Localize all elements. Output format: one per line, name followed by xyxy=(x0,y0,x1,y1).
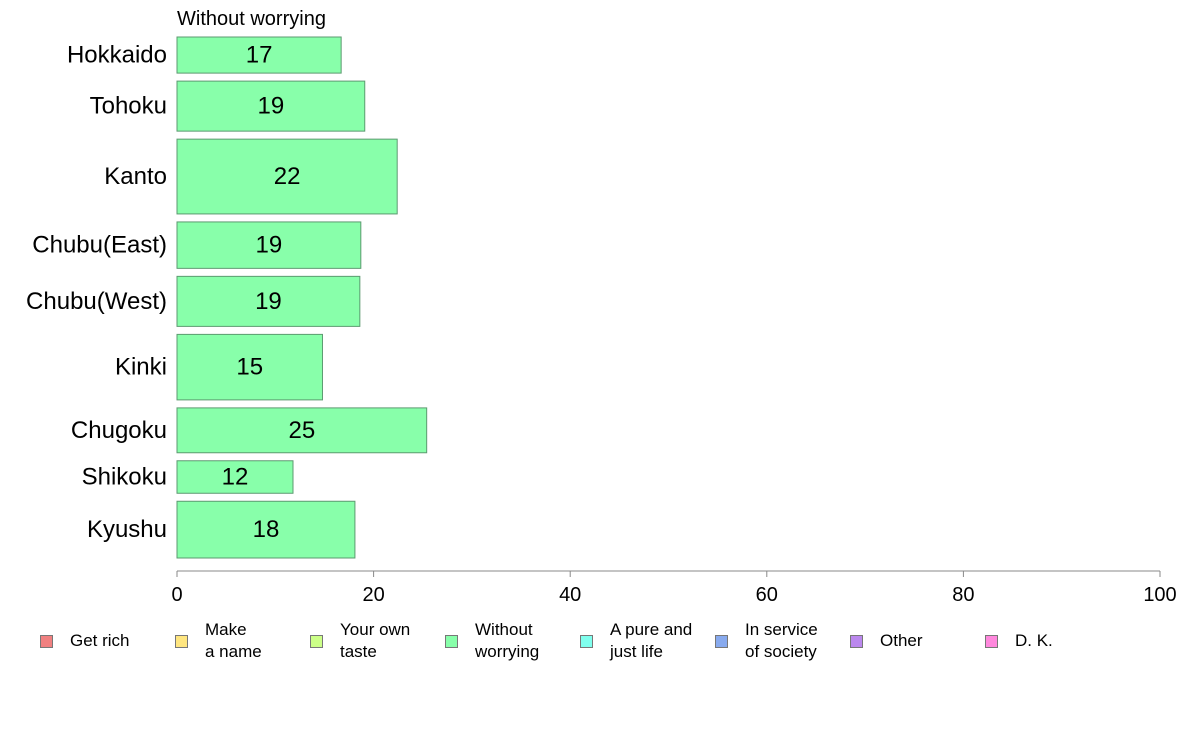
legend-label: Make a name xyxy=(205,620,262,661)
legend-swatch xyxy=(310,634,323,648)
bar-kinki xyxy=(176,333,323,401)
legend-item: Your own taste xyxy=(310,618,410,664)
legend-label: D. K. xyxy=(1015,631,1053,650)
legend-swatch xyxy=(580,634,593,648)
legend-item: Without worrying xyxy=(445,618,539,664)
bar-kanto xyxy=(176,138,398,215)
x-tick-label: 20 xyxy=(362,584,384,606)
bar-shikoku xyxy=(176,460,294,494)
legend-swatch xyxy=(985,634,998,648)
bar-hokkaido xyxy=(176,36,342,74)
category-label: Chubu(West) xyxy=(26,288,167,315)
legend-item: D. K. xyxy=(985,618,1053,664)
data-label: 19 xyxy=(258,93,285,120)
category-label: Chubu(East) xyxy=(32,232,167,259)
legend-swatch xyxy=(40,634,53,648)
chart-title: Without worrying xyxy=(177,8,326,30)
category-label: Chugoku xyxy=(71,417,167,444)
bar-kyushu xyxy=(176,500,356,559)
legend-label: Your own taste xyxy=(340,620,411,661)
bar-chubu-east- xyxy=(176,221,362,269)
data-label: 22 xyxy=(274,163,301,190)
legend-item: In service of society xyxy=(715,618,818,664)
data-label: 19 xyxy=(255,288,282,315)
legend-item: Other xyxy=(850,618,923,664)
legend-label: Other xyxy=(880,631,923,650)
category-label: Kyushu xyxy=(87,516,167,543)
legend-label: Without worrying xyxy=(475,620,540,661)
x-tick-label: 0 xyxy=(171,584,182,606)
x-tick-label: 80 xyxy=(952,584,974,606)
bar-chubu-west- xyxy=(176,275,361,327)
legend-item: Get rich xyxy=(40,618,130,664)
legend-swatch xyxy=(715,634,728,648)
legend-swatch xyxy=(850,634,863,648)
x-tick-label: 60 xyxy=(756,584,778,606)
data-label: 25 xyxy=(288,417,315,444)
data-label: 19 xyxy=(256,232,283,259)
category-label: Shikoku xyxy=(82,464,167,491)
category-label: Tohoku xyxy=(90,93,167,120)
legend-swatch xyxy=(445,634,458,648)
legend-item: Make a name xyxy=(175,618,262,664)
bar-tohoku xyxy=(176,80,366,132)
data-label: 12 xyxy=(222,464,249,491)
bar-chugoku xyxy=(176,407,428,454)
x-tick-label: 40 xyxy=(559,584,581,606)
legend: Get rich Make a name Your own taste Without… xyxy=(0,618,1188,668)
category-label: Kanto xyxy=(104,163,167,190)
legend-item: A pure and just life xyxy=(580,618,692,664)
legend-swatch xyxy=(175,634,188,648)
x-axis: 0 20 40 60 80 100 xyxy=(171,570,1177,606)
data-label: 17 xyxy=(246,42,273,69)
legend-label: Get rich xyxy=(70,631,130,650)
data-label: 15 xyxy=(236,354,263,381)
legend-label: In service of society xyxy=(745,620,818,661)
data-label: 18 xyxy=(253,516,280,543)
x-tick-label: 100 xyxy=(1143,584,1176,606)
category-label: Kinki xyxy=(115,354,167,381)
legend-label: A pure and just life xyxy=(610,620,693,661)
bar-chart: Without worrying Hokkaido 17 Tohoku 19 Kanto… xyxy=(26,8,1177,606)
category-label: Hokkaido xyxy=(67,42,167,69)
bars-group: Hokkaido 17 Tohoku 19 Kanto 22 Chubu(East) 19 Ch… xyxy=(26,36,428,559)
